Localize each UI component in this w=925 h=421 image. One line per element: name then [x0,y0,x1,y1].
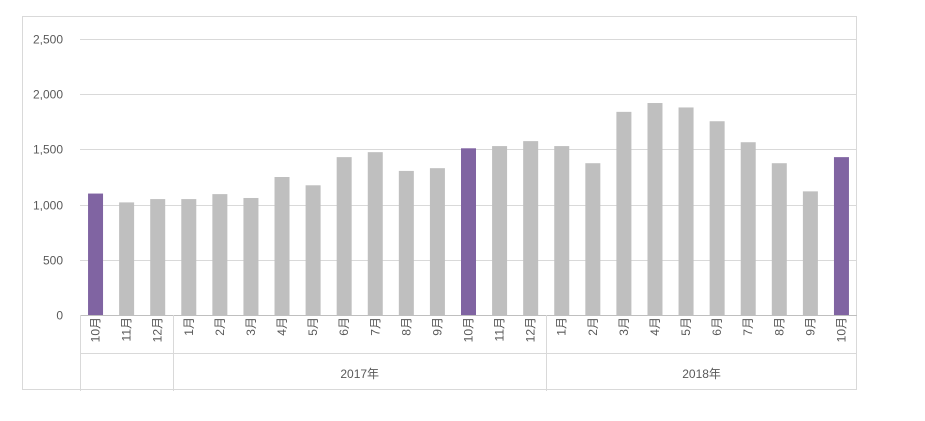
bar [150,199,166,315]
x-tick-label: 2月 [213,317,227,336]
bar [274,177,290,315]
y-tick-label: 0 [56,309,63,323]
x-tick-label: 11月 [493,317,507,341]
y-tick-label: 1,500 [33,143,63,157]
x-tick-label: 12月 [524,317,538,342]
x-tick-label: 8月 [399,317,413,336]
bar [647,103,663,315]
x-tick-label: 8月 [772,317,786,336]
x-tick-label: 9月 [430,317,444,336]
bar-chart: 0 500 1,000 1,500 2,000 2,500 10月 11月 12月 1月 2月 3月… [33,33,857,391]
bar [771,163,787,315]
bar [336,157,352,315]
bar [616,111,632,315]
x-tick-label: 7月 [741,317,755,336]
x-tick-label: 10月 [89,317,103,342]
bar [802,191,818,315]
bars [88,103,849,315]
bar-highlighted [833,157,849,315]
x-tick-label: 5月 [306,317,320,336]
y-tick-label: 2,000 [33,88,63,102]
x-tick-label: 6月 [337,317,351,336]
bar [429,168,445,315]
category-labels: 10月 11月 12月 1月 2月 3月 4月 5月 6月 7月 8月 9月 10月 11月 12月 1月 2月… [89,317,849,342]
bar [554,146,570,315]
x-tick-label: 5月 [679,317,693,336]
x-tick-label: 6月 [710,317,724,336]
bar [367,152,383,315]
bar [523,141,539,315]
bar [181,199,197,315]
bar [585,163,601,315]
bar-highlighted [461,148,476,315]
x-tick-label: 7月 [368,317,382,336]
y-tick-label: 500 [43,254,63,268]
x-tick-label: 12月 [151,317,165,342]
x-tick-label: 10月 [834,317,848,342]
bar [243,197,259,315]
year-label: 2017年 [340,367,379,381]
x-tick-label: 1月 [182,317,196,336]
x-tick-label: 10月 [462,317,476,342]
bar [709,121,725,315]
y-tick-label: 2,500 [33,33,63,47]
x-tick-label: 3月 [617,317,631,336]
bar [398,170,414,315]
bar [212,194,228,315]
x-tick-label: 3月 [244,317,258,336]
x-tick-label: 4月 [648,317,662,336]
x-tick-label: 1月 [555,317,569,336]
chart-area: 0 500 1,000 1,500 2,000 2,500 10月 11月 12月 1月 2月 3月… [22,16,857,391]
x-tick-label: 9月 [803,317,817,336]
bar [740,142,756,315]
bar [305,185,321,315]
y-tick-label: 1,000 [33,199,63,213]
bar [492,146,508,315]
bar [119,202,135,315]
bar [678,107,694,315]
y-axis-labels: 0 500 1,000 1,500 2,000 2,500 [33,33,63,323]
x-tick-label: 2月 [586,317,600,336]
x-tick-label: 4月 [275,317,289,336]
x-tick-label: 11月 [120,317,134,341]
year-label: 2018年 [682,367,721,381]
year-group-labels: 2017年 2018年 [80,315,857,391]
bar-highlighted [88,193,104,315]
